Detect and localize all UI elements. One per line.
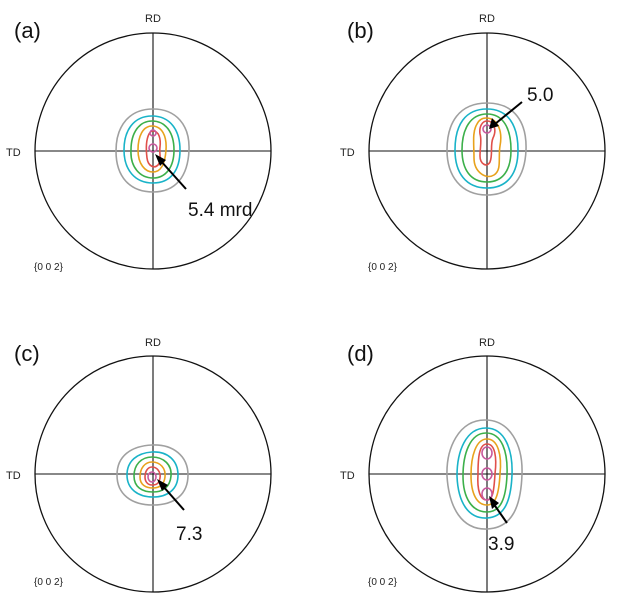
contour-level-3-c <box>133 456 172 493</box>
contour-level-4-a <box>137 125 167 173</box>
contour-level-6-d <box>481 446 493 460</box>
td-label-d: TD <box>340 470 355 482</box>
panel-label-d: (d) <box>347 341 374 366</box>
contour-level-3-b <box>461 113 512 183</box>
contour-level-5-b <box>479 120 496 166</box>
contour-level-6-a <box>148 143 158 153</box>
rd-label-d: RD <box>479 337 495 349</box>
contour-level-2-a <box>123 115 181 184</box>
contour-level-6b-a <box>149 129 157 137</box>
contour-level-4-b <box>472 117 502 178</box>
pole-figure-panel-a: (a) RD TD {0 0 2} 5.4 mrd <box>6 13 272 273</box>
contour-level-6b-d <box>481 467 493 481</box>
contour-level-2-d <box>456 427 513 519</box>
plane-label-a: {0 0 2} <box>34 262 64 273</box>
contour-level-1-a <box>115 108 190 193</box>
contour-level-6-b <box>482 124 492 134</box>
td-label-b: TD <box>340 147 355 159</box>
panel-label-b: (b) <box>347 18 374 43</box>
td-label-c: TD <box>6 470 21 482</box>
contour-level-2-b <box>454 108 519 189</box>
contour-level-3-a <box>130 120 175 179</box>
plane-label-b: {0 0 2} <box>368 262 398 273</box>
pole-figure-panel-b: (b) RD TD {0 0 2} 5.0 <box>340 13 606 273</box>
contour-level-2-c <box>126 451 179 498</box>
plane-label-d: {0 0 2} <box>368 577 398 588</box>
max-value-label-d: 3.9 <box>488 534 514 555</box>
max-value-label-b: 5.0 <box>527 85 553 106</box>
td-label-a: TD <box>6 147 21 159</box>
contour-level-1-d <box>446 419 523 530</box>
contour-group-a <box>115 108 190 193</box>
arrow-shaft-d <box>492 502 508 524</box>
pole-figure-panel-d: (d) RD TD {0 0 2} 3.9 <box>340 337 606 593</box>
contour-group-c <box>116 444 189 506</box>
arrow-head-c <box>157 479 168 491</box>
arrow-head-b <box>489 118 499 129</box>
contour-level-6-c <box>147 471 157 483</box>
max-value-label-a: 5.4 mrd <box>188 200 252 221</box>
rd-label-b: RD <box>479 13 495 25</box>
arrow-head-d <box>489 496 499 509</box>
panel-label-c: (c) <box>14 341 40 366</box>
panel-label-a: (a) <box>14 18 41 43</box>
arrow-head-a <box>155 154 166 166</box>
pole-figure-panel-c: (c) RD TD {0 0 2} 7.3 <box>6 337 272 593</box>
contour-group-d <box>446 419 523 530</box>
rd-label-a: RD <box>145 13 161 25</box>
contour-level-1-c <box>116 444 189 506</box>
contour-level-5-c <box>144 466 161 486</box>
arrow-shaft-a <box>159 159 187 190</box>
arrow-shaft-c <box>161 484 185 511</box>
contour-level-6c-d <box>481 487 493 501</box>
contour-group-b <box>446 102 527 196</box>
arrow-shaft-b <box>494 101 523 125</box>
contour-level-4-c <box>139 461 166 489</box>
contour-level-3-d <box>462 432 508 513</box>
max-value-label-c: 7.3 <box>176 524 202 545</box>
contour-level-1-b <box>446 102 527 196</box>
rd-label-c: RD <box>145 337 161 349</box>
contour-level-4-d <box>470 438 502 506</box>
plane-label-c: {0 0 2} <box>34 577 64 588</box>
